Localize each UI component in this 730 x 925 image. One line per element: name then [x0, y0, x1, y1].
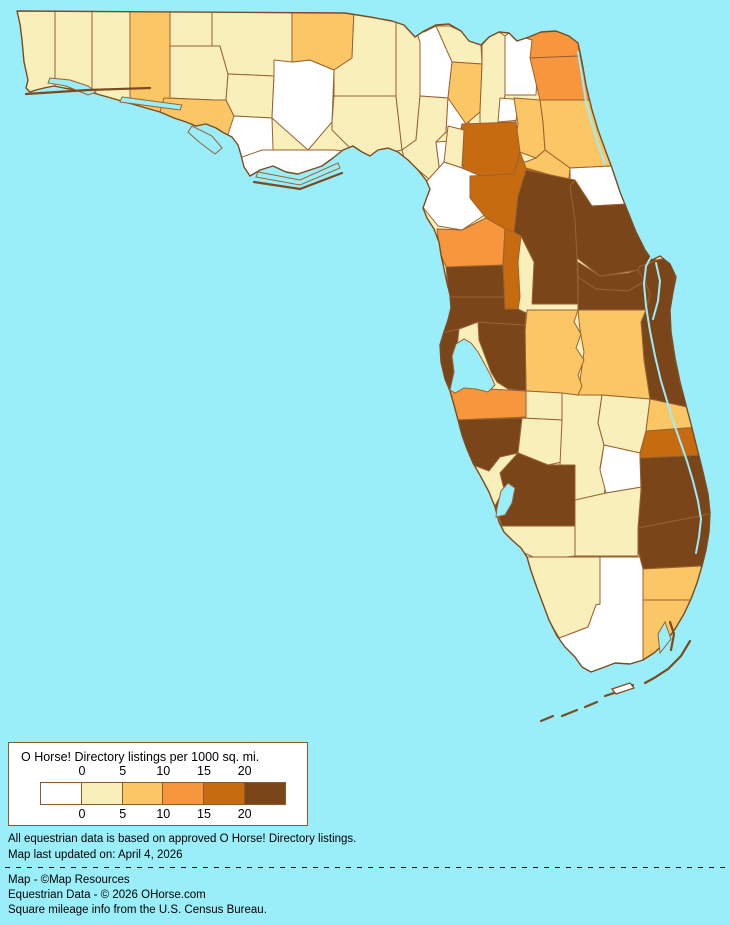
legend-swatch-5-10	[121, 782, 164, 805]
credit-square-mileage: Square mileage info from the U.S. Census…	[8, 904, 267, 916]
county-hardee	[521, 390, 563, 421]
tampa-bay	[449, 338, 496, 394]
big-key-island	[610, 682, 636, 695]
st-george-island-island	[252, 171, 344, 191]
county-suwannee	[447, 61, 483, 125]
santa-rosa-island-island	[24, 86, 152, 96]
note-data-source: All equestrian data is based on approved…	[8, 833, 357, 845]
lower-keys-1-island	[583, 700, 599, 709]
choctawhatchee-bay	[119, 96, 183, 111]
key-largo-island	[643, 639, 692, 685]
indian-river-lagoon	[642, 204, 703, 554]
legend-swatches	[40, 782, 286, 805]
county-washington	[169, 45, 229, 101]
legend-swatch-0-5	[80, 782, 123, 805]
lower-keys-3-island	[539, 714, 555, 723]
county-hillsborough	[477, 321, 527, 392]
legend-swatch-15-20	[203, 782, 246, 805]
legend-tick-10: 10	[156, 807, 171, 821]
county-gilchrist	[443, 125, 465, 169]
credit-map: Map - ©Map Resources	[8, 874, 130, 886]
legend-tick-0: 0	[78, 807, 86, 821]
legend-tick-0: 0	[78, 764, 86, 778]
legend-tick-15: 15	[197, 764, 211, 778]
legend-swatch-10-15	[162, 782, 205, 805]
charlotte-harbor	[495, 482, 516, 518]
legend-tick-10: 10	[156, 764, 171, 778]
legend-swatch-0	[40, 782, 82, 805]
state-coastline	[16, 10, 711, 673]
county-holmes	[169, 7, 213, 47]
legend-tick-15: 15	[197, 807, 211, 821]
legend-tick-5: 5	[119, 764, 127, 778]
county-gadsden	[291, 7, 355, 71]
legend-scale-top: 0 5 10 15 20	[9, 764, 307, 778]
legend-tick-5: 5	[119, 807, 127, 821]
legend-box: O Horse! Directory listings per 1000 sq.…	[8, 742, 308, 826]
apalachicola-bay	[255, 162, 341, 186]
county-duval	[529, 55, 591, 101]
jacksonville-lagoon	[577, 51, 606, 164]
county-calhoun	[225, 73, 275, 119]
dashed-separator	[5, 867, 727, 868]
biscayne-bay	[657, 620, 672, 655]
st-andrew-bay	[187, 125, 223, 155]
legend-swatch-20-	[244, 782, 286, 805]
county-sumter	[502, 228, 522, 310]
legend-tick-20: 20	[237, 764, 252, 778]
key-biscayne-island	[668, 620, 676, 652]
county-desoto	[517, 417, 563, 466]
county-hernando	[445, 264, 506, 298]
legend-tick-20: 20	[237, 807, 252, 821]
credit-equestrian-data: Equestrian Data - © 2026 OHorse.com	[8, 889, 206, 901]
banana-river	[652, 262, 662, 320]
note-last-updated: Map last updated on: April 4, 2026	[8, 849, 183, 861]
legend-title: O Horse! Directory listings per 1000 sq.…	[21, 750, 260, 764]
legend-scale-bottom: 0 5 10 15 20	[9, 807, 307, 821]
county-osceola	[577, 309, 651, 400]
lower-keys-2-island	[560, 708, 579, 718]
